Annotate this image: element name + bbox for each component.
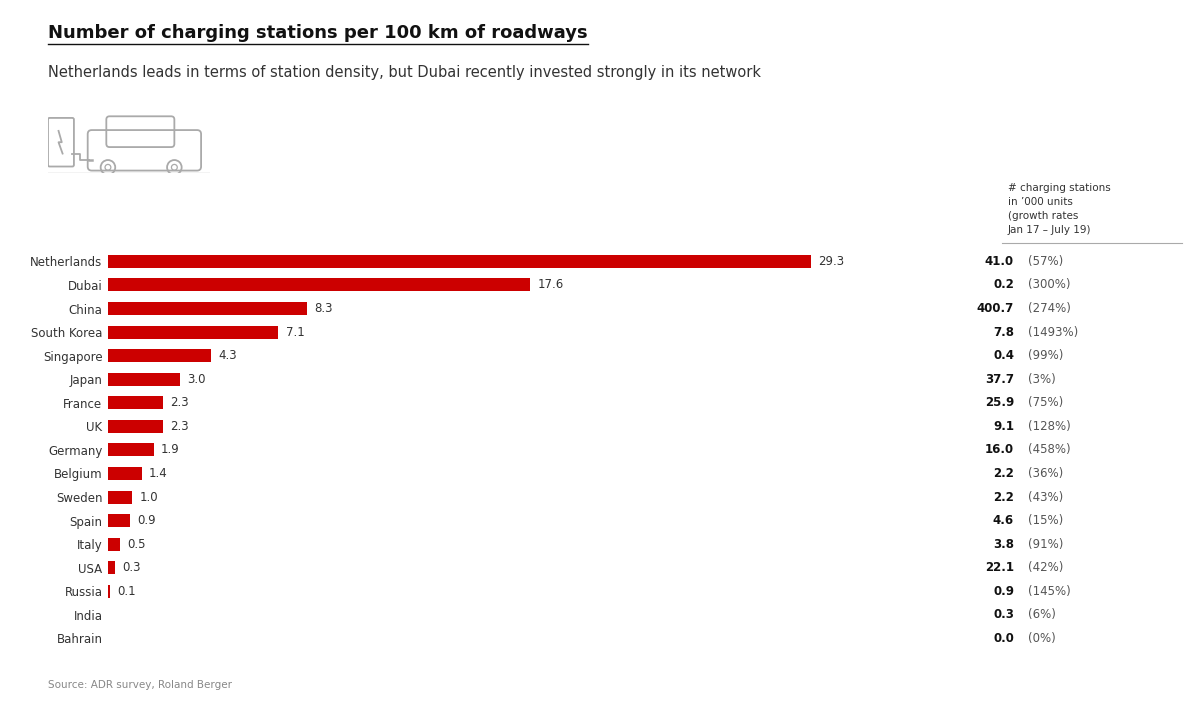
Text: (128%): (128%) [1028,420,1072,433]
Text: 37.7: 37.7 [985,373,1014,386]
Text: 3.0: 3.0 [187,373,205,386]
Text: 9.1: 9.1 [994,420,1014,433]
Text: (0%): (0%) [1028,632,1056,645]
Text: 7.8: 7.8 [994,325,1014,339]
Text: (75%): (75%) [1028,396,1063,409]
Text: (15%): (15%) [1028,514,1063,527]
Bar [108,302,307,315]
Text: 0.4: 0.4 [994,349,1014,362]
Bar [108,349,211,362]
Text: 4.3: 4.3 [218,349,238,362]
Text: (43%): (43%) [1028,491,1063,503]
Text: (145%): (145%) [1028,585,1072,598]
Bar [108,396,163,409]
Text: (1493%): (1493%) [1028,325,1079,339]
Text: (300%): (300%) [1028,278,1070,292]
Text: (42%): (42%) [1028,561,1063,574]
Text: 0.5: 0.5 [127,538,145,550]
Text: (6%): (6%) [1028,608,1056,621]
Text: 22.1: 22.1 [985,561,1014,574]
Text: 2.3: 2.3 [170,420,190,433]
Bar [108,325,278,339]
Text: 7.1: 7.1 [286,325,305,339]
Text: (458%): (458%) [1028,444,1072,456]
Bar [108,561,115,574]
Text: (91%): (91%) [1028,538,1063,550]
Bar [108,255,811,268]
Bar [108,538,120,550]
Text: (274%): (274%) [1028,302,1072,315]
Bar [108,373,180,386]
Text: 400.7: 400.7 [977,302,1014,315]
Text: 0.2: 0.2 [994,278,1014,292]
Text: 3.8: 3.8 [994,538,1014,550]
Bar [108,467,142,480]
Bar [108,444,154,456]
Text: 0.1: 0.1 [118,585,137,598]
Text: (36%): (36%) [1028,467,1063,480]
Bar [108,278,530,292]
Text: (3%): (3%) [1028,373,1056,386]
Text: 1.0: 1.0 [139,491,158,503]
Text: 17.6: 17.6 [538,278,564,292]
Text: Netherlands leads in terms of station density, but Dubai recently invested stron: Netherlands leads in terms of station de… [48,65,761,79]
Text: 0.9: 0.9 [994,585,1014,598]
Text: (57%): (57%) [1028,255,1063,268]
Text: # charging stations
in ’000 units
(growth rates
Jan 17 – July 19): # charging stations in ’000 units (growt… [1008,183,1111,235]
Bar [108,491,132,503]
Text: 0.0: 0.0 [994,632,1014,645]
Text: 25.9: 25.9 [985,396,1014,409]
Text: 0.3: 0.3 [122,561,140,574]
Text: 1.4: 1.4 [149,467,168,480]
Bar [108,420,163,433]
Text: 4.6: 4.6 [992,514,1014,527]
Text: (99%): (99%) [1028,349,1063,362]
Text: 16.0: 16.0 [985,444,1014,456]
Text: 1.9: 1.9 [161,444,180,456]
Text: 0.9: 0.9 [137,514,156,527]
Text: 2.3: 2.3 [170,396,190,409]
Text: 29.3: 29.3 [818,255,845,268]
Text: 8.3: 8.3 [314,302,332,315]
Bar [108,514,130,527]
Text: 41.0: 41.0 [985,255,1014,268]
Text: 2.2: 2.2 [994,491,1014,503]
Text: 2.2: 2.2 [994,467,1014,480]
Text: Number of charging stations per 100 km of roadways: Number of charging stations per 100 km o… [48,24,588,42]
Bar [108,585,110,598]
Text: 0.3: 0.3 [994,608,1014,621]
Text: Source: ADR survey, Roland Berger: Source: ADR survey, Roland Berger [48,681,232,690]
